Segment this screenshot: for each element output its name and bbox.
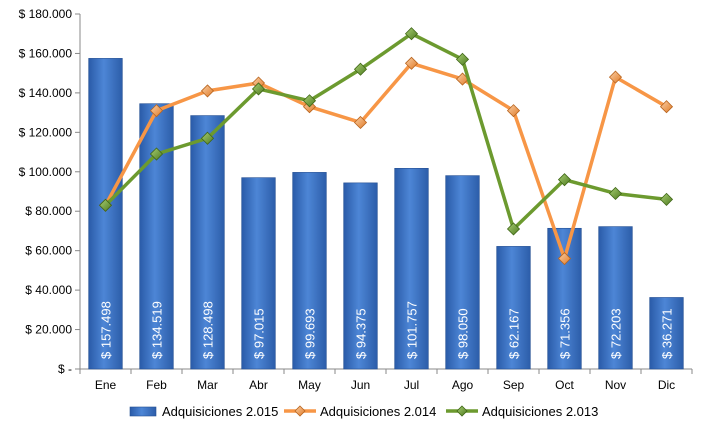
x-tick-label: Dic: [658, 378, 675, 392]
bar: [88, 58, 123, 370]
y-tick-label: $ 120.000: [19, 125, 73, 139]
y-tick-label: $ 140.000: [19, 86, 73, 100]
legend-label: Adquisiciones 2.015: [162, 404, 278, 419]
data-point: [608, 70, 623, 84]
data-point: [404, 56, 419, 70]
data-point: [302, 94, 317, 108]
y-tick-label: $ 60.000: [25, 244, 72, 258]
y-tick-label: $ 180.000: [19, 7, 73, 21]
bar-data-label: $ 157.498: [99, 301, 114, 359]
bar-series: [88, 58, 684, 370]
x-tick-label: Oct: [555, 378, 574, 392]
legend-label: Adquisiciones 2.013: [482, 404, 598, 419]
bar: [394, 168, 429, 370]
data-point: [557, 173, 572, 187]
data-point: [149, 147, 164, 161]
x-axis: Ene Feb Mar Abr May Jun Jul Ago Sep Oct Nov Dic: [79, 368, 693, 392]
x-tick-label: Ene: [95, 378, 117, 392]
bar-data-label: $ 62.167: [507, 308, 522, 359]
x-tick-label: Nov: [605, 378, 626, 392]
legend-marker: [294, 405, 306, 417]
y-tick-label: $ -: [58, 362, 72, 376]
series-line: [103, 61, 669, 261]
bar-data-label: $ 36.271: [660, 308, 675, 359]
bar-data-label: $ 134.519: [150, 301, 165, 359]
legend-marker: [456, 405, 468, 417]
bar: [445, 175, 480, 370]
data-point: [353, 62, 368, 76]
data-point: [506, 104, 521, 118]
bar: [343, 182, 378, 370]
x-tick-label: Sep: [503, 378, 525, 392]
data-point: [659, 100, 674, 114]
legend: Adquisiciones 2.015 Adquisiciones 2.014 Ad…: [129, 404, 598, 419]
bar-data-label: $ 72.203: [609, 308, 624, 359]
bar: [496, 246, 531, 370]
data-point: [200, 84, 215, 98]
bar-data-label: $ 99.693: [303, 308, 318, 359]
x-tick-label: Mar: [197, 378, 218, 392]
x-tick-label: Jul: [404, 378, 419, 392]
bar-data-label: $ 97.015: [252, 308, 267, 359]
series-line: [103, 31, 669, 231]
y-axis: $ - $ 20.000 $ 40.000 $ 60.000 $ 80.000 $ 100…: [19, 7, 81, 376]
bar-data-label: $ 98.050: [456, 308, 471, 359]
data-point: [506, 222, 521, 236]
y-tick-label: $ 160.000: [19, 46, 73, 60]
data-point: [455, 52, 470, 66]
bar: [649, 297, 684, 370]
bar-data-label: $ 71.356: [558, 308, 573, 359]
bar-data-label: $ 128.498: [201, 301, 216, 359]
x-tick-label: Ago: [452, 378, 474, 392]
data-point: [98, 198, 113, 212]
bar-data-label: $ 94.375: [354, 308, 369, 359]
y-tick-label: $ 100.000: [19, 165, 73, 179]
bar-data-label: $ 101.757: [405, 301, 420, 359]
bar: [190, 115, 225, 370]
x-tick-label: Jun: [351, 378, 370, 392]
data-point: [659, 192, 674, 206]
data-point: [353, 115, 368, 130]
legend-swatch: [129, 406, 157, 417]
data-point: [404, 27, 419, 41]
line-series: [98, 27, 674, 266]
data-point: [251, 82, 266, 96]
x-tick-label: May: [298, 378, 321, 392]
x-tick-label: Feb: [146, 378, 167, 392]
data-point: [149, 104, 164, 118]
bar: [292, 172, 327, 370]
bar: [598, 226, 633, 370]
y-tick-label: $ 20.000: [25, 323, 72, 337]
data-point: [557, 251, 572, 266]
y-tick-label: $ 40.000: [25, 283, 72, 297]
bar-data-labels: $ 157.498 $ 134.519 $ 128.498 $ 97.015 $ 99.…: [99, 301, 675, 359]
x-tick-label: Abr: [249, 378, 268, 392]
legend-label: Adquisiciones 2.014: [320, 404, 436, 419]
y-tick-label: $ 80.000: [25, 204, 72, 218]
bar: [241, 177, 276, 370]
data-point: [200, 131, 215, 145]
data-point: [608, 186, 623, 201]
bar: [547, 227, 582, 370]
